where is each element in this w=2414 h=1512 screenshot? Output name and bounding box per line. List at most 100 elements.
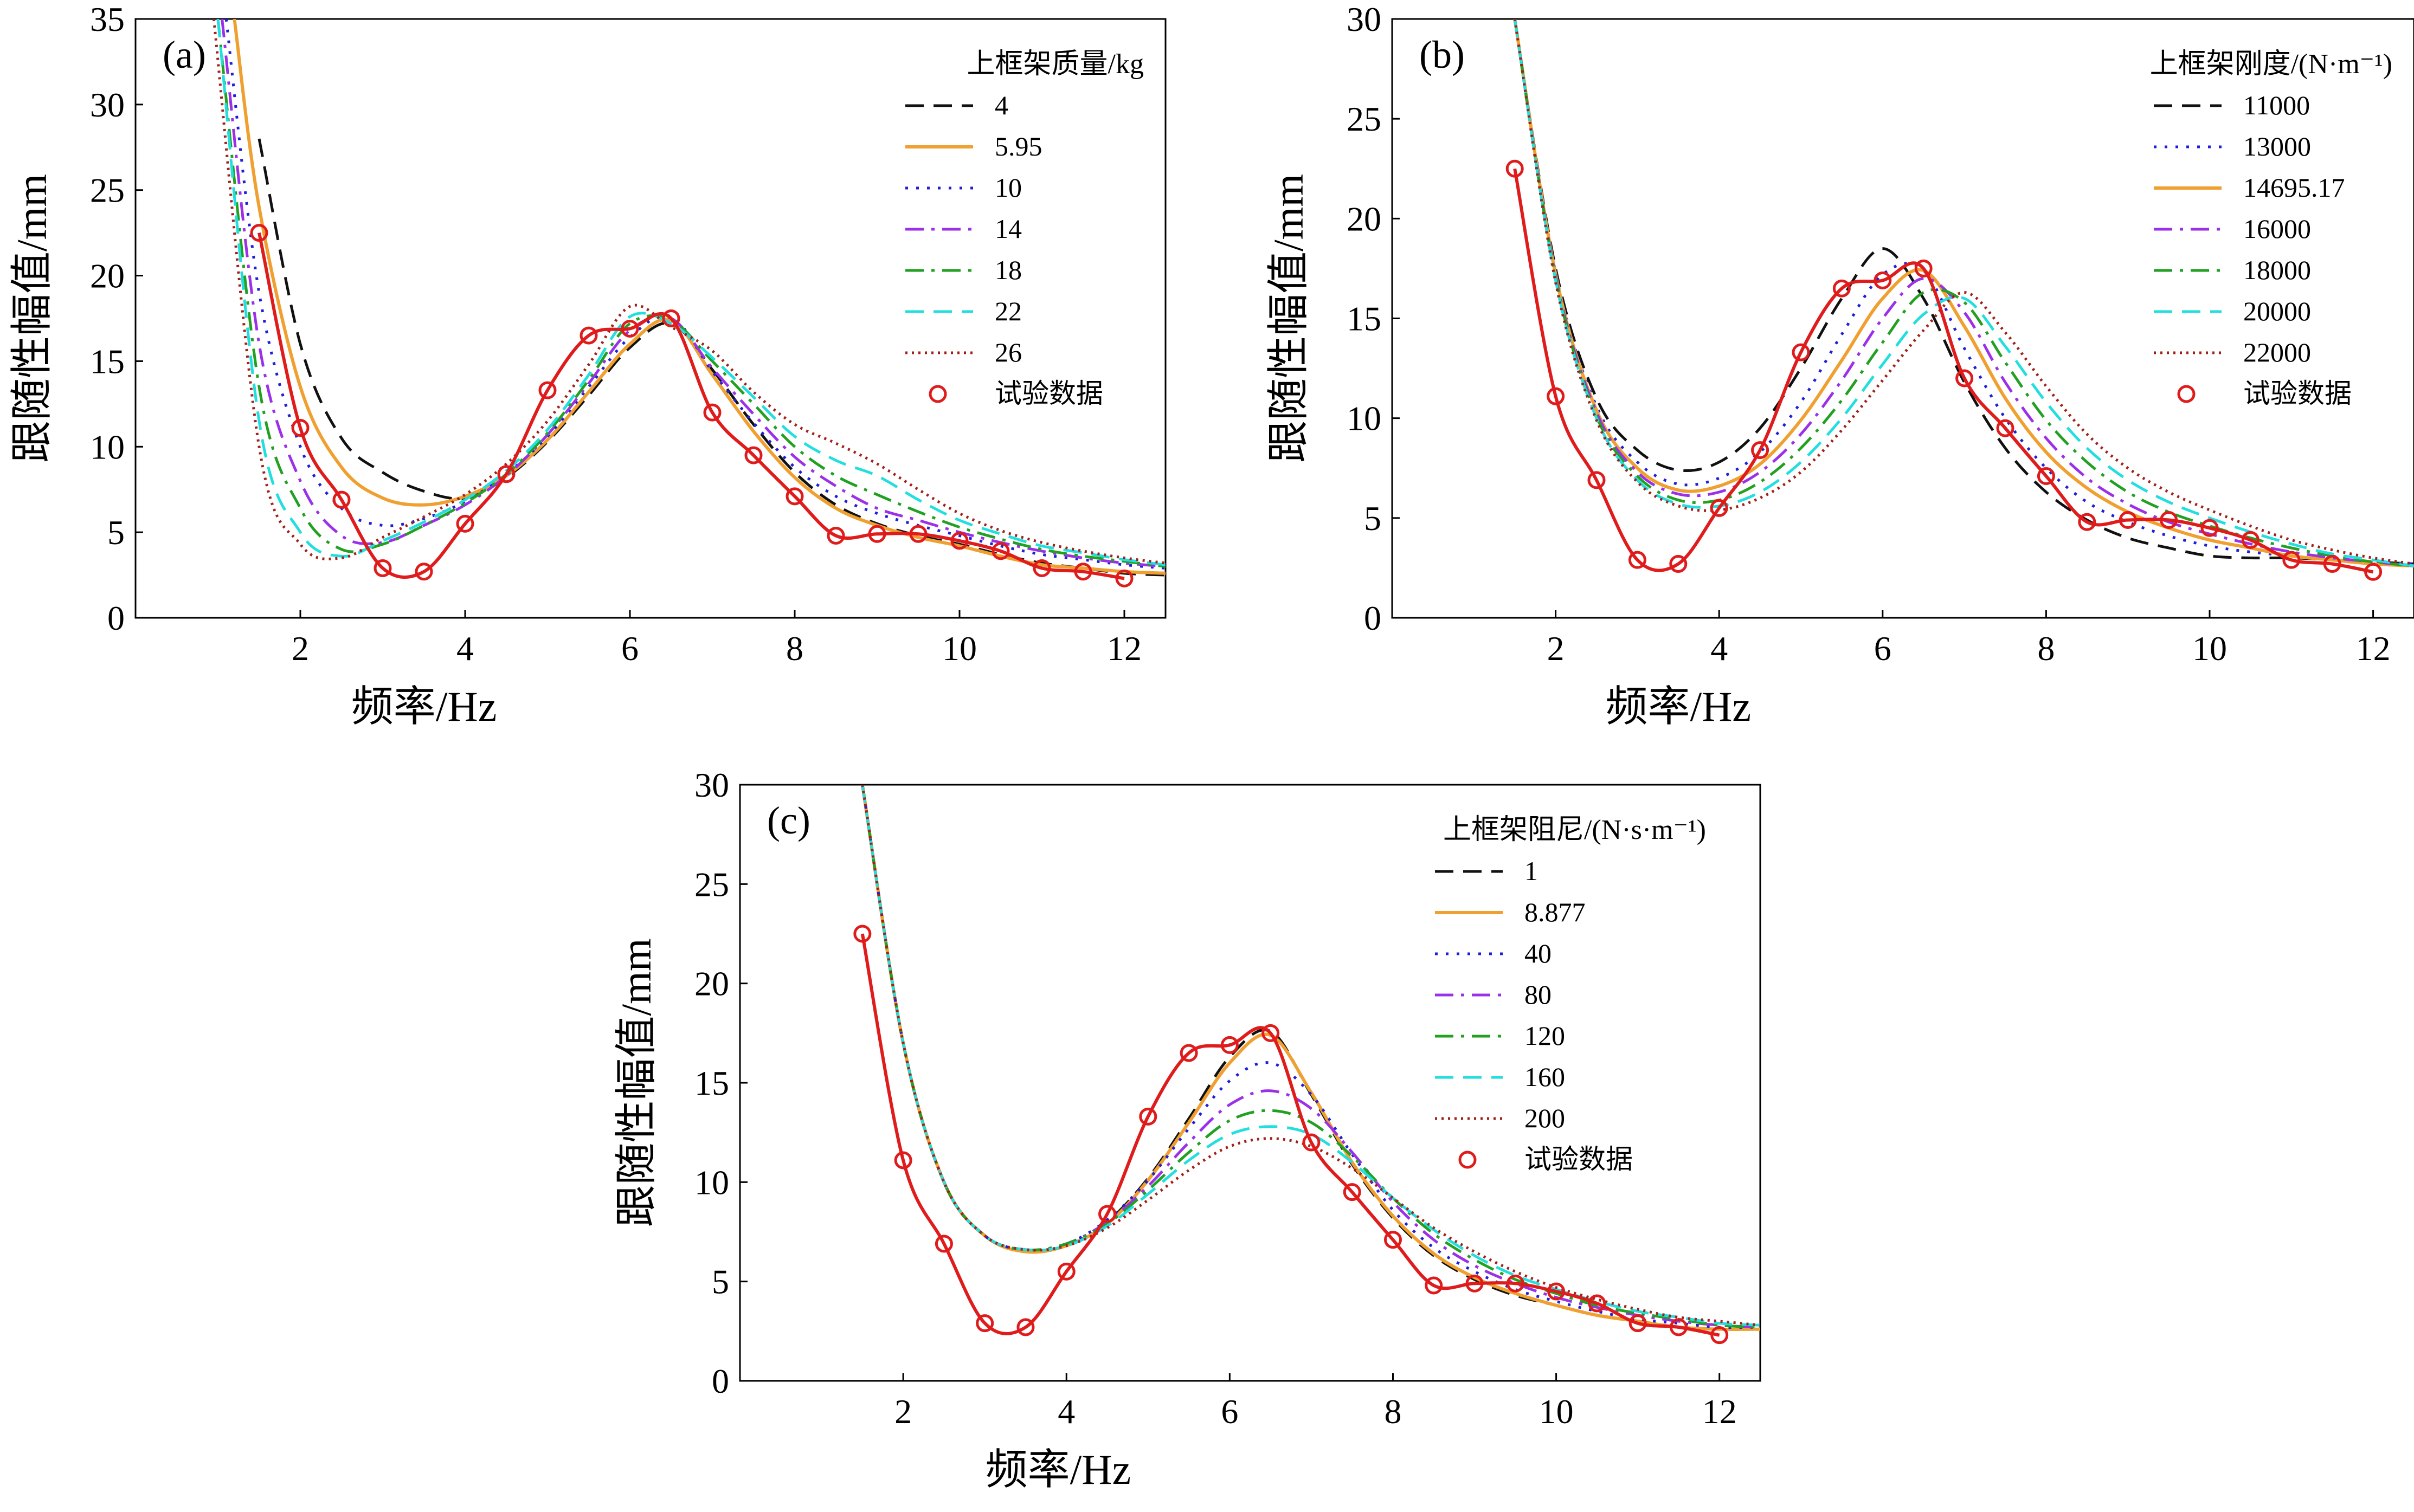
y-tick-label: 20 xyxy=(90,257,125,295)
experiment-point xyxy=(853,925,872,943)
experiment-point xyxy=(1033,559,1051,577)
experiment-point xyxy=(1832,279,1851,298)
y-tick-label: 35 xyxy=(90,0,125,38)
y-axis-label: 跟随性幅值/mm xyxy=(8,174,55,463)
experiment-point xyxy=(1098,1205,1117,1223)
experiment-point xyxy=(580,326,598,345)
x-tick-label: 12 xyxy=(2356,629,2391,668)
experiment-point xyxy=(1628,551,1646,569)
experiment-point xyxy=(2078,513,2096,531)
series-line-blue xyxy=(224,19,1166,570)
experiment-point xyxy=(935,1235,953,1253)
experiment-point xyxy=(250,224,268,242)
experiment-point xyxy=(1587,471,1606,489)
y-tick-label: 0 xyxy=(712,1362,729,1400)
experiment-point xyxy=(1710,499,1728,517)
x-tick-label: 4 xyxy=(1058,1392,1075,1431)
plot-frame xyxy=(134,18,1167,619)
experiment-point xyxy=(1874,272,1892,290)
legend-entry: 试验数据 xyxy=(995,378,1103,409)
legend-entry: 8.877 xyxy=(1524,897,1586,927)
x-tick-label: 2 xyxy=(894,1392,912,1431)
legend-entry: 22000 xyxy=(2243,337,2311,367)
series-line-darkred xyxy=(861,785,1760,1327)
experiment-point xyxy=(1588,1294,1606,1313)
experiment-point xyxy=(1792,343,1810,361)
x-tick-label: 6 xyxy=(1221,1392,1238,1431)
y-tick-label: 15 xyxy=(1347,300,1381,338)
series-line-cyan xyxy=(1513,19,2414,567)
y-tick-label: 10 xyxy=(1347,399,1381,438)
plot-area xyxy=(1505,19,2414,581)
experiment-point xyxy=(894,1151,912,1169)
series-line-green xyxy=(216,19,1166,568)
experiment-point xyxy=(1074,563,1092,581)
experiment-point xyxy=(1751,441,1769,460)
experiment-point xyxy=(662,309,680,327)
experiment-point xyxy=(1302,1133,1321,1152)
legend-marker-experiment xyxy=(2177,385,2196,403)
legend: 上框架刚度/(N·m⁻¹) 11000 13000 14695.17 16000 1800… xyxy=(2150,49,2392,409)
series-line-exp xyxy=(860,933,1720,1337)
experiment-point xyxy=(909,525,928,543)
legend-title: 上框架质量/kg xyxy=(967,49,1144,80)
x-tick-label: 8 xyxy=(786,629,803,668)
experiment-point xyxy=(703,403,722,422)
series-line-black xyxy=(1513,19,2414,565)
legend-entry: 18000 xyxy=(2243,255,2311,285)
y-tick-label: 5 xyxy=(107,513,125,552)
experiment-point xyxy=(497,465,516,483)
experiment-point xyxy=(1505,159,1524,178)
x-tick-label: 4 xyxy=(456,629,474,668)
series-line-orange xyxy=(860,785,1760,1331)
y-axis-label: 跟随性幅值/mm xyxy=(613,938,660,1227)
series-line-blue xyxy=(861,785,1760,1329)
experiment-point xyxy=(1115,569,1134,587)
experiment-point xyxy=(1016,1318,1035,1336)
x-tick-label: 12 xyxy=(1107,629,1142,668)
series-line-darkred xyxy=(1513,19,2414,565)
experiment-point xyxy=(2119,511,2137,529)
experiment-point xyxy=(1383,1231,1402,1249)
x-axis-label: 频率/Hz xyxy=(986,1446,1131,1493)
y-tick-label: 30 xyxy=(90,86,125,124)
experiment-point xyxy=(1628,1314,1647,1333)
x-tick-label: 8 xyxy=(2037,629,2055,668)
y-tick-label: 0 xyxy=(1364,599,1381,637)
series-line-exp xyxy=(258,232,1125,580)
legend: 上框架阻尼/(N·s·m⁻¹) 1 8.877 40 80 120 160 200 试验数据 xyxy=(1435,815,1706,1174)
experiment-point xyxy=(1465,1274,1484,1293)
experiment-point xyxy=(1955,369,1974,387)
panel-label: (a) xyxy=(163,33,206,76)
experiment-point xyxy=(2323,555,2341,573)
legend-entry: 试验数据 xyxy=(2243,378,2352,409)
experiment-point xyxy=(291,419,310,437)
experiment-point xyxy=(868,525,886,543)
y-tick-label: 10 xyxy=(90,428,125,466)
legend-entry: 200 xyxy=(1524,1103,1565,1133)
y-tick-label: 5 xyxy=(712,1263,729,1301)
experiment-point xyxy=(1220,1036,1239,1054)
experiment-point xyxy=(1180,1044,1198,1062)
x-tick-label: 10 xyxy=(942,629,977,668)
y-tick-label: 30 xyxy=(1347,0,1381,38)
y-axis-label: 跟随性幅值/mm xyxy=(1265,174,1312,463)
legend-entry: 26 xyxy=(995,337,1022,367)
x-axis-label: 频率/Hz xyxy=(1605,683,1751,730)
y-tick-label: 5 xyxy=(1364,499,1381,538)
experiment-point xyxy=(2037,467,2055,485)
plot-area xyxy=(212,19,1166,587)
y-tick-label: 25 xyxy=(90,171,125,210)
experiment-point xyxy=(456,514,474,533)
x-tick-label: 6 xyxy=(1874,629,1891,668)
experiment-point xyxy=(950,532,969,550)
y-tick-label: 10 xyxy=(694,1163,729,1201)
series-line-black xyxy=(861,785,1760,1331)
legend-entry: 22 xyxy=(995,296,1022,326)
x-tick-label: 8 xyxy=(1384,1392,1401,1431)
experiment-point xyxy=(1506,1274,1524,1293)
legend-marker-experiment xyxy=(1458,1151,1477,1169)
experiment-point xyxy=(2364,563,2383,581)
panel-label: (c) xyxy=(767,799,810,842)
